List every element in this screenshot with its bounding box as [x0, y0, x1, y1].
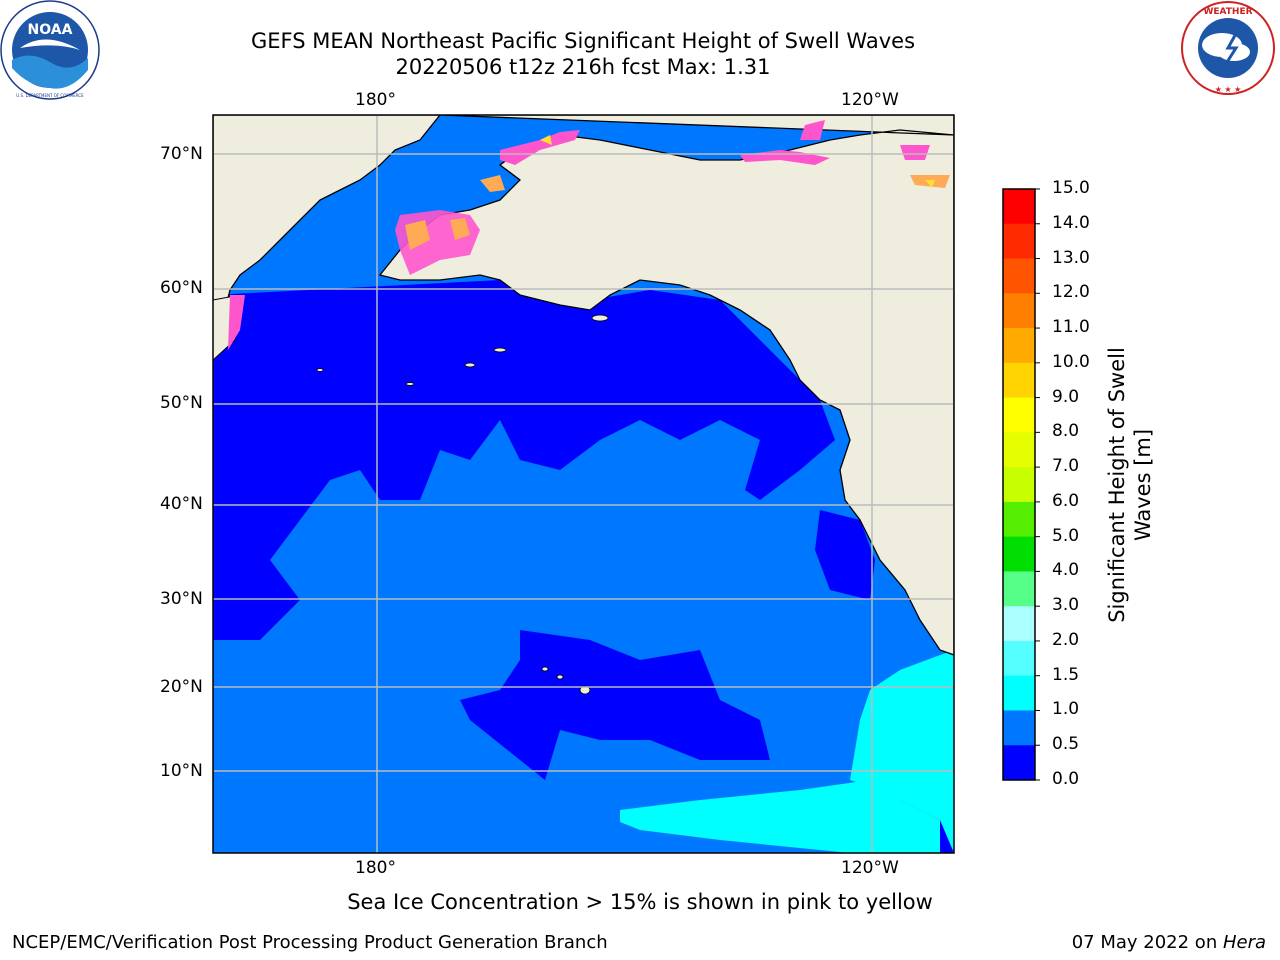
lon-label-bottom-120w: 120°W	[841, 858, 899, 878]
lon-label-top-180: 180°	[355, 90, 396, 110]
colorbar-tick-label: 7.0	[1052, 456, 1080, 477]
colorbar-tick-label: 2.0	[1052, 629, 1080, 650]
colorbar-bin	[1003, 397, 1035, 433]
lat-label-40n: 40°N	[160, 494, 203, 514]
footer-host: Hera	[1222, 932, 1266, 953]
colorbar-tick-label: 13.0	[1052, 247, 1090, 268]
svg-text:U.S. DEPARTMENT OF COMMERCE: U.S. DEPARTMENT OF COMMERCE	[16, 93, 84, 98]
colorbar-bin	[1003, 467, 1035, 503]
chart-title-line1: GEFS MEAN Northeast Pacific Significant …	[250, 29, 916, 53]
colorbar-bin	[1003, 432, 1035, 468]
map-area	[213, 115, 954, 853]
colorbar-tick-label: 1.5	[1052, 664, 1080, 685]
colorbar-title-line2: Waves [m]	[1131, 428, 1155, 542]
colorbar-tick-label: 0.5	[1052, 734, 1080, 755]
colorbar-tick-label: 8.0	[1052, 421, 1080, 442]
colorbar-bin	[1003, 745, 1035, 781]
lon-label-top-120w: 120°W	[841, 90, 899, 110]
colorbar-bin	[1003, 536, 1035, 572]
lat-label-60n: 60°N	[160, 278, 203, 298]
colorbar-title-line1: Significant Height of Swell	[1105, 347, 1129, 623]
colorbar-bin	[1003, 362, 1035, 399]
colorbar-bin	[1003, 223, 1035, 260]
colorbar-bin	[1003, 258, 1035, 294]
colorbar-tick-label: 3.0	[1052, 595, 1080, 616]
lat-label-70n: 70°N	[160, 144, 203, 164]
svg-text:WEATHER: WEATHER	[1203, 7, 1252, 17]
colorbar-bin	[1003, 293, 1035, 329]
lat-label-20n: 20°N	[160, 677, 203, 697]
footer-credit: NCEP/EMC/Verification Post Processing Pr…	[12, 932, 608, 953]
gridlines	[213, 115, 954, 853]
lat-label-10n: 10°N	[160, 761, 203, 781]
sea-ice	[228, 120, 950, 350]
colorbar-bin	[1003, 606, 1035, 642]
colorbar-title: Significant Height of Swell Waves [m]	[1104, 347, 1156, 623]
colorbar-tick-label: 9.0	[1052, 386, 1080, 407]
map-frame	[212, 114, 955, 854]
hawaiian-islands	[541, 666, 591, 695]
colorbar-tick-label: 11.0	[1052, 317, 1090, 338]
high-swell-south	[620, 780, 940, 853]
colorbar-bin	[1003, 328, 1035, 364]
colorbar-tick-label: 15.0	[1052, 178, 1090, 198]
footer-date-text: 07 May 2022 on	[1071, 932, 1223, 953]
sea-ice-note: Sea Ice Concentration > 15% is shown in …	[347, 890, 933, 914]
colorbar-bin	[1003, 571, 1035, 607]
noaa-logo: NOAA U.S. DEPARTMENT OF COMMERCE	[0, 0, 100, 100]
chart-title-line2: 20220506 t12z 216h fcst Max: 1.31	[395, 55, 771, 79]
nws-logo: WEATHER ★ ★ ★	[1181, 1, 1275, 95]
lon-label-bottom-180: 180°	[355, 858, 396, 878]
colorbar-tick-label: 6.0	[1052, 490, 1080, 511]
low-swell-north	[213, 280, 835, 640]
colorbar-bin	[1003, 640, 1035, 677]
colorbar-tick-label: 12.0	[1052, 282, 1090, 303]
lat-label-50n: 50°N	[160, 393, 203, 413]
colorbar-tick-label: 5.0	[1052, 525, 1080, 546]
land-north-america	[378, 115, 954, 656]
colorbar-bin	[1003, 189, 1035, 225]
noaa-logo-text: NOAA	[28, 22, 73, 38]
aleutian-islands	[316, 314, 609, 386]
svg-text:★ ★ ★: ★ ★ ★	[1215, 85, 1242, 94]
colorbar-tick-label: 10.0	[1052, 351, 1090, 372]
colorbar-tick-label: 4.0	[1052, 560, 1080, 581]
colorbar-frame	[1002, 188, 1036, 781]
footer-date: 07 May 2022 on Hera	[1072, 932, 1266, 953]
colorbar	[1002, 188, 1040, 781]
colorbar-bin	[1003, 710, 1035, 746]
high-swell-east	[850, 650, 954, 853]
colorbar-tick-label: 0.0	[1052, 769, 1080, 789]
colorbar-bin	[1003, 501, 1035, 538]
colorbar-tick-label: 1.0	[1052, 699, 1080, 720]
low-swell-hawaii	[460, 630, 770, 780]
lat-label-30n: 30°N	[160, 589, 203, 609]
low-swell-ca	[815, 510, 875, 600]
colorbar-bin	[1003, 675, 1035, 711]
colorbar-tick-label: 14.0	[1052, 212, 1090, 233]
